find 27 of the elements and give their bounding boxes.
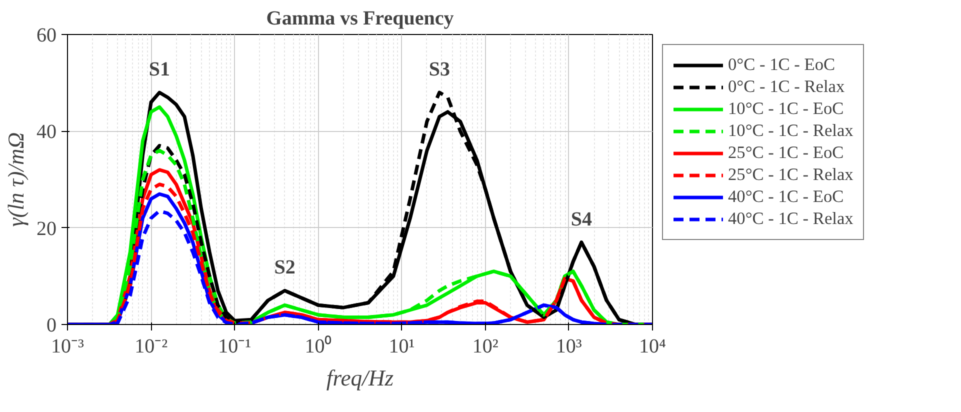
legend-label: 0°C - 1C - EoC: [728, 55, 836, 75]
x-tick-label: 10⁻¹: [218, 336, 252, 358]
annotation: S2: [274, 256, 296, 279]
legend-label: 10°C - 1C - EoC: [728, 99, 844, 119]
annotation: S4: [570, 208, 592, 230]
legend-label: 40°C - 1C - Relax: [728, 209, 854, 229]
annotation: S1: [148, 58, 170, 80]
x-tick-label: 10²: [472, 336, 498, 358]
x-tick-label: 10⁰: [304, 334, 332, 358]
legend-label: 25°C - 1C - EoC: [728, 143, 844, 163]
y-tick-label: 40: [36, 121, 56, 144]
x-axis-title: freq/Hz: [326, 366, 394, 390]
legend-label: 25°C - 1C - Relax: [728, 165, 854, 185]
x-tick-label: 10³: [556, 336, 582, 358]
y-tick-label: 60: [36, 24, 56, 46]
y-tick-label: 20: [36, 218, 56, 240]
legend-label: 0°C - 1C - Relax: [728, 77, 845, 97]
x-tick-label: 10¹: [388, 336, 415, 358]
y-tick-label: 0: [46, 314, 56, 336]
legend-label: 40°C - 1C - EoC: [728, 187, 844, 207]
legend-label: 10°C - 1C - Relax: [728, 121, 854, 141]
annotation: S3: [428, 58, 450, 80]
x-tick-label: 10⁻²: [134, 336, 168, 358]
y-axis-title: γ(ln τ)/mΩ: [4, 132, 28, 227]
chart-title: Gamma vs Frequency: [266, 8, 454, 30]
x-tick-label: 10⁻³: [51, 336, 84, 358]
x-tick-label: 10⁴: [639, 336, 666, 358]
